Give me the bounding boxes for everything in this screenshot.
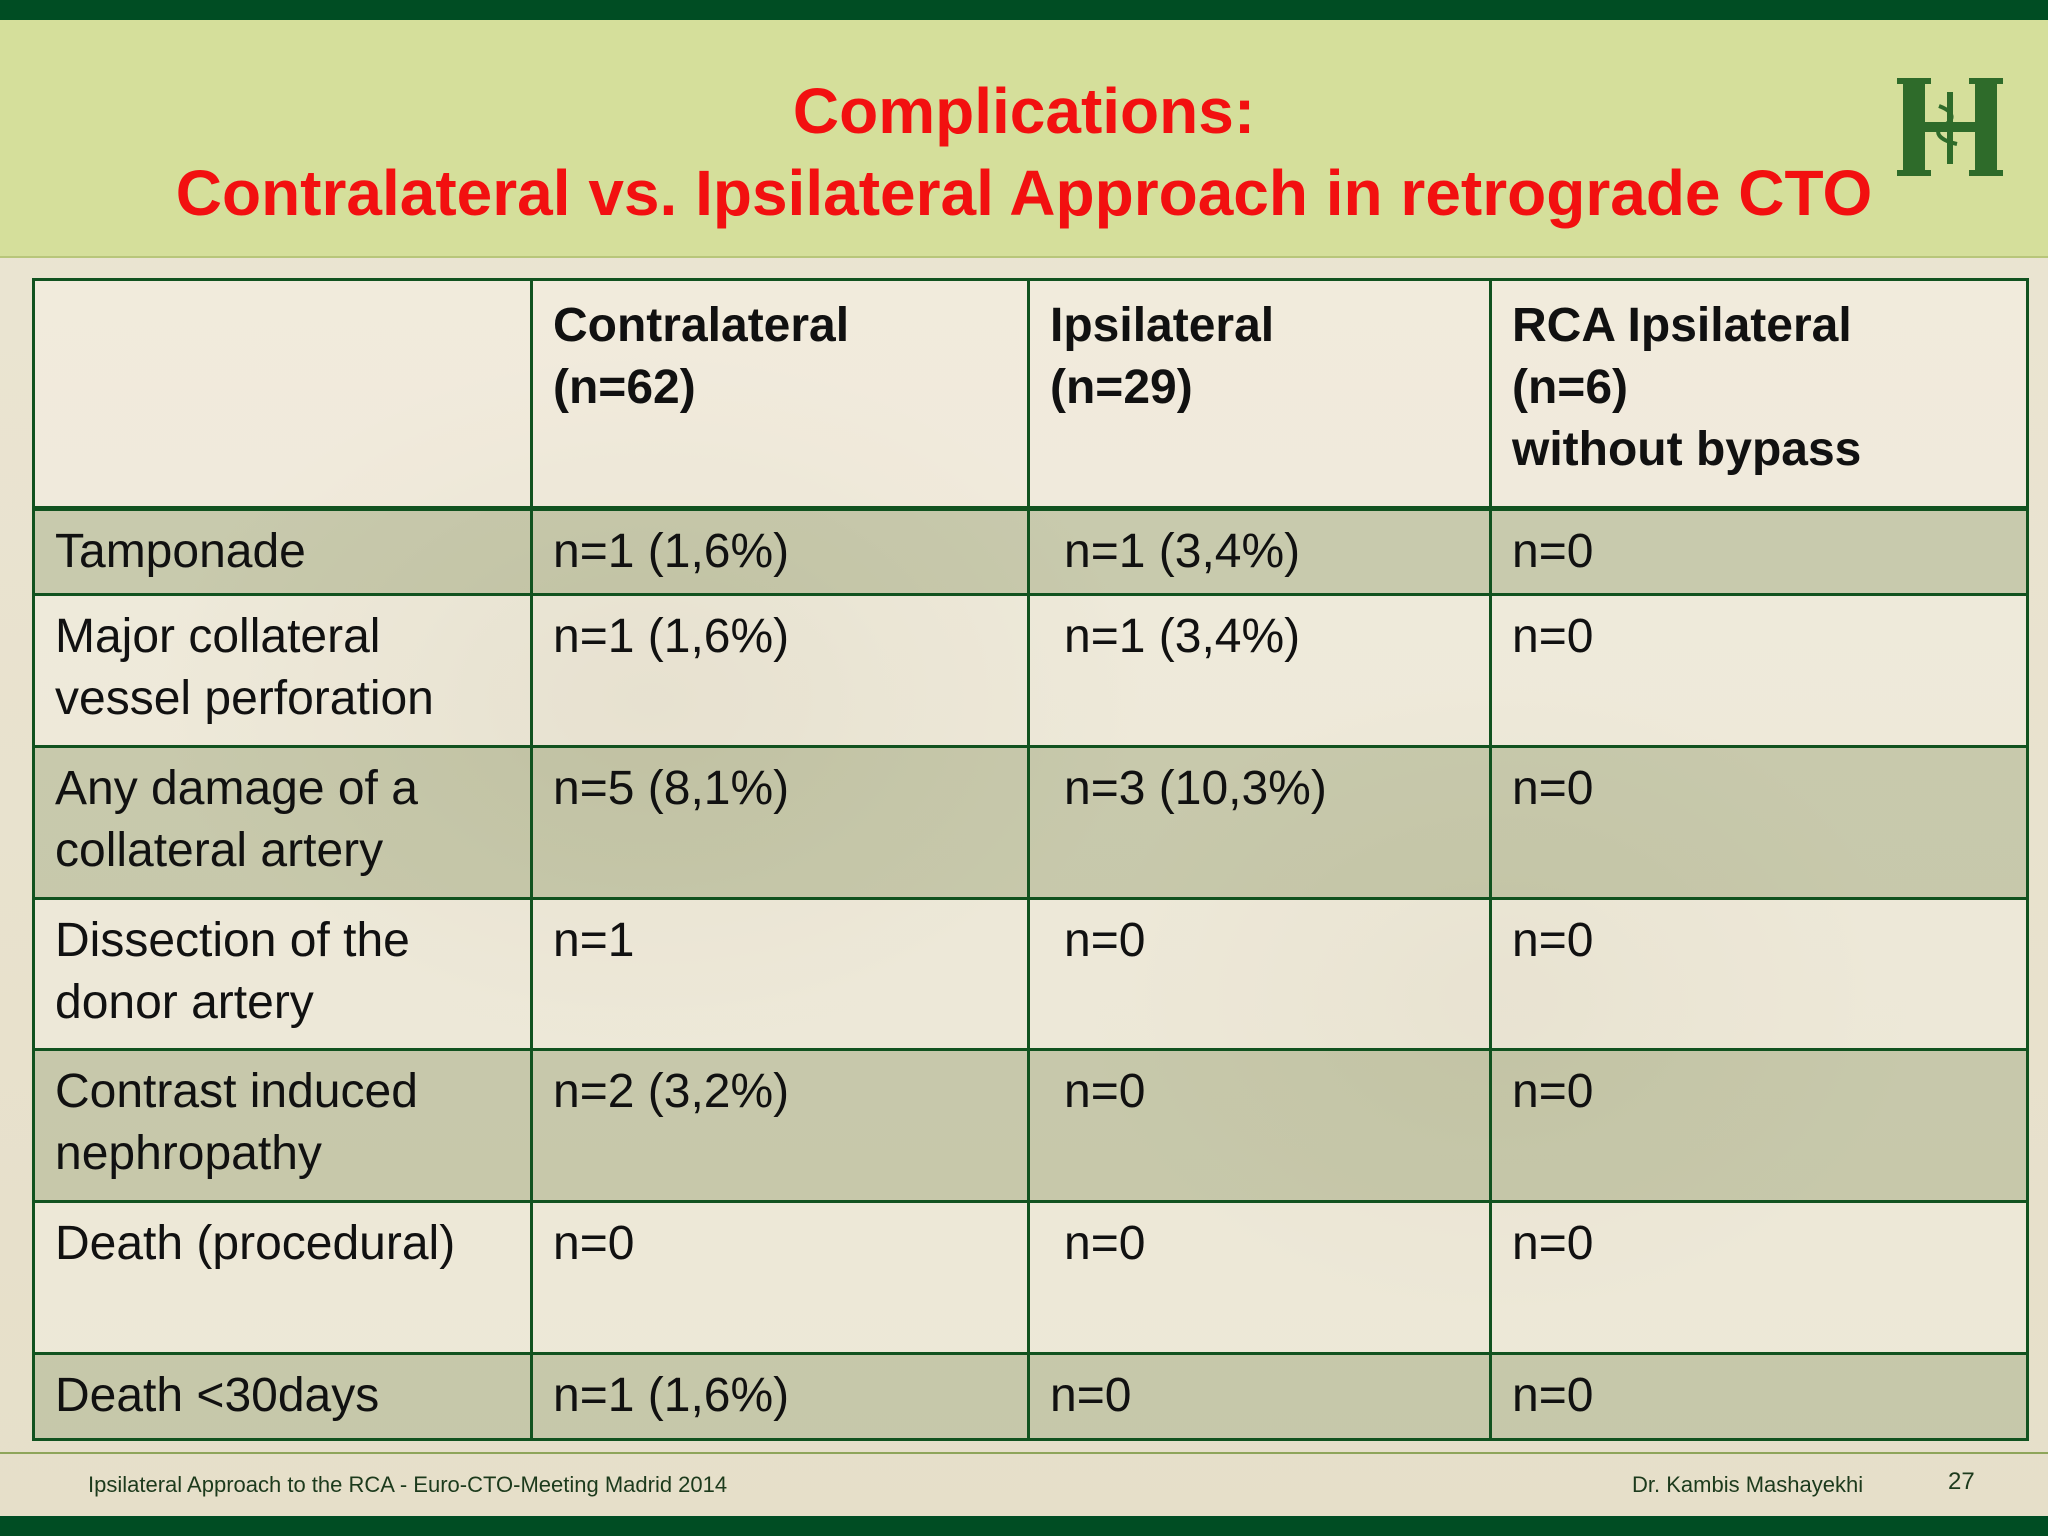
header-ipsilateral: Ipsilateral (n=29) [1027,278,1492,510]
table-row: Any damage of a collateral artery n=5 (8,… [32,744,2029,900]
cell-rca: n=0 [1489,1351,2029,1442]
page-number: 27 [1948,1468,1975,1495]
header-text: (n=29) [1050,361,1193,414]
header-text: Ipsilateral [1050,299,1275,352]
cell-rca: n=0 [1489,506,2029,597]
cell-ipsilateral: n=1 (3,4%) [1027,506,1492,597]
cell-contralateral: n=0 [530,1199,1030,1355]
cell-ipsilateral: n=0 [1027,1199,1492,1355]
row-label: Death (procedural) [32,1199,533,1355]
row-label: Death <30days [32,1351,533,1442]
footer-divider [0,1452,2048,1454]
header-text: (n=62) [553,361,696,414]
slide-title: Complications: Contralateral vs. Ipsilat… [0,70,2048,234]
cell-ipsilateral: n=0 [1027,896,1492,1052]
table-row: Death <30days n=1 (1,6%) n=0 n=0 [32,1351,2029,1442]
cell-ipsilateral: n=0 [1027,1351,1492,1442]
cell-contralateral: n=1 (1,6%) [530,593,1030,748]
cell-ipsilateral: n=1 (3,4%) [1027,593,1492,748]
cell-rca: n=0 [1489,1048,2029,1203]
cell-contralateral: n=1 (1,6%) [530,1351,1030,1442]
cell-ipsilateral: n=3 (10,3%) [1027,744,1492,900]
header-text: Contralateral [553,299,850,352]
cell-contralateral: n=1 (1,6%) [530,506,1030,597]
cell-contralateral: n=5 (8,1%) [530,744,1030,900]
slide-header [0,20,2048,258]
cell-rca: n=0 [1489,744,2029,900]
footer-author: Dr. Kambis Mashayekhi [1632,1472,1864,1497]
row-label: Any damage of a collateral artery [32,744,533,900]
header-text: (n=6) [1512,361,1629,414]
cell-contralateral: n=2 (3,2%) [530,1048,1030,1203]
complications-table: Contralateral (n=62) Ipsilateral (n=29) … [32,278,2029,1442]
header-cell-empty [32,278,533,510]
header-text: without bypass [1512,423,1862,476]
top-bar [0,0,2048,20]
table-row: Death (procedural) n=0 n=0 n=0 [32,1199,2029,1355]
row-label: Tamponade [32,506,533,597]
table-row: Dissection of the donor artery n=1 n=0 n=… [32,896,2029,1052]
title-line-1: Complications: [792,75,1256,147]
header-contralateral: Contralateral (n=62) [530,278,1030,510]
title-line-2: Contralateral vs. Ipsilateral Approach i… [175,157,1873,229]
cell-contralateral: n=1 [530,896,1030,1052]
table-row: Major collateral vessel perforation n=1 (… [32,593,2029,748]
header-rca-ipsilateral: RCA Ipsilateral (n=6) without bypass [1489,278,2029,510]
hospital-logo-icon [1897,78,2003,176]
table-row: Tamponade n=1 (1,6%) n=1 (3,4%) n=0 [32,506,2029,597]
row-label: Major collateral vessel perforation [32,593,533,748]
table-header-row: Contralateral (n=62) Ipsilateral (n=29) … [32,278,2029,510]
row-label: Contrast induced nephropathy [32,1048,533,1203]
footer-presentation-title: Ipsilateral Approach to the RCA - Euro-C… [88,1472,728,1497]
table-row: Contrast induced nephropathy n=2 (3,2%) n… [32,1048,2029,1203]
cell-rca: n=0 [1489,896,2029,1052]
header-text: RCA Ipsilateral [1512,299,1852,352]
cell-rca: n=0 [1489,593,2029,748]
row-label: Dissection of the donor artery [32,896,533,1052]
cell-ipsilateral: n=0 [1027,1048,1492,1203]
cell-rca: n=0 [1489,1199,2029,1355]
bottom-bar [0,1516,2048,1536]
